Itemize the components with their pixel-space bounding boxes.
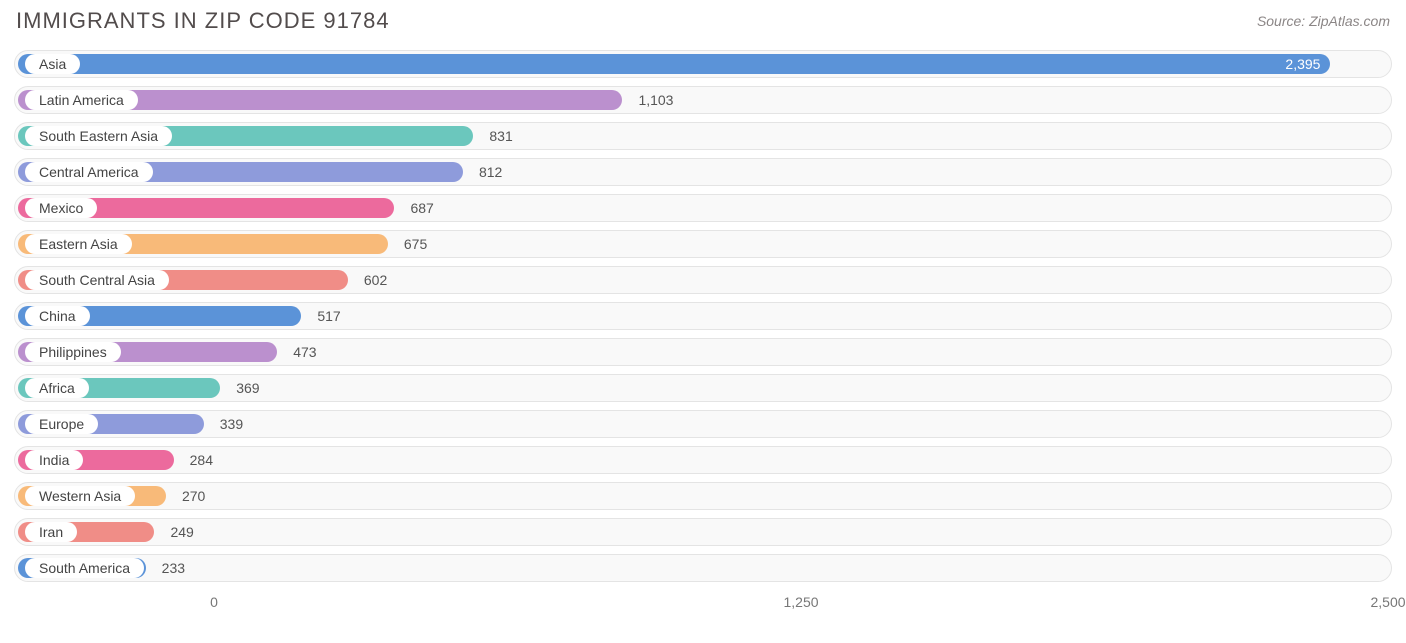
bar-row: South America 233 xyxy=(14,554,1392,582)
bar-label-pill: Mexico xyxy=(25,198,97,218)
bar-row: Latin America 1,103 xyxy=(14,86,1392,114)
bar-value: 812 xyxy=(469,159,512,185)
bar-fill xyxy=(18,54,1330,74)
axis-tick-label: 2,500 xyxy=(1370,594,1405,610)
bar-label-pill: India xyxy=(25,450,83,470)
bar-row: South Central Asia 602 xyxy=(14,266,1392,294)
bar-label-pill: Latin America xyxy=(25,90,138,110)
bar-label-pill: South Central Asia xyxy=(25,270,169,290)
bar-value: 675 xyxy=(394,231,437,257)
bar-chart: Asia 2,395 Latin America 1,103 South Eastern… xyxy=(14,50,1392,582)
bar-value: 687 xyxy=(400,195,443,221)
bar-value: 517 xyxy=(307,303,350,329)
bar-value: 233 xyxy=(152,555,195,581)
bar-value: 339 xyxy=(210,411,253,437)
bar-row: Western Asia 270 xyxy=(14,482,1392,510)
bar-label-pill: South Eastern Asia xyxy=(25,126,172,146)
bar-label-pill: Europe xyxy=(25,414,98,434)
bar-row: Europe 339 xyxy=(14,410,1392,438)
bar-value: 602 xyxy=(354,267,397,293)
bar-label-pill: Western Asia xyxy=(25,486,135,506)
bar-label-pill: South America xyxy=(25,558,144,578)
bar-row: Eastern Asia 675 xyxy=(14,230,1392,258)
chart-title: IMMIGRANTS IN ZIP CODE 91784 xyxy=(16,8,390,34)
bar-row: Mexico 687 xyxy=(14,194,1392,222)
chart-header: IMMIGRANTS IN ZIP CODE 91784 Source: Zip… xyxy=(14,8,1392,34)
bar-label-pill: Africa xyxy=(25,378,89,398)
axis-tick-label: 1,250 xyxy=(783,594,818,610)
x-axis: 01,2502,500 xyxy=(14,590,1392,614)
bar-label-pill: Asia xyxy=(25,54,80,74)
bar-label-pill: Eastern Asia xyxy=(25,234,132,254)
bar-value: 473 xyxy=(283,339,326,365)
bar-value: 249 xyxy=(160,519,203,545)
axis-tick-label: 0 xyxy=(210,594,218,610)
bar-value: 270 xyxy=(172,483,215,509)
bar-row: Africa 369 xyxy=(14,374,1392,402)
bar-value: 369 xyxy=(226,375,269,401)
bar-label-pill: Philippines xyxy=(25,342,121,362)
bar-row: Central America 812 xyxy=(14,158,1392,186)
bar-row: Asia 2,395 xyxy=(14,50,1392,78)
bar-row: South Eastern Asia 831 xyxy=(14,122,1392,150)
bar-row: China 517 xyxy=(14,302,1392,330)
chart-source: Source: ZipAtlas.com xyxy=(1257,13,1390,29)
bar-value: 1,103 xyxy=(628,87,683,113)
bar-row: Philippines 473 xyxy=(14,338,1392,366)
bar-row: Iran 249 xyxy=(14,518,1392,546)
bar-label-pill: Iran xyxy=(25,522,77,542)
bar-value: 284 xyxy=(180,447,223,473)
bar-row: India 284 xyxy=(14,446,1392,474)
bar-value: 831 xyxy=(479,123,522,149)
bar-label-pill: China xyxy=(25,306,90,326)
bar-value: 2,395 xyxy=(1270,51,1330,77)
bar-label-pill: Central America xyxy=(25,162,153,182)
